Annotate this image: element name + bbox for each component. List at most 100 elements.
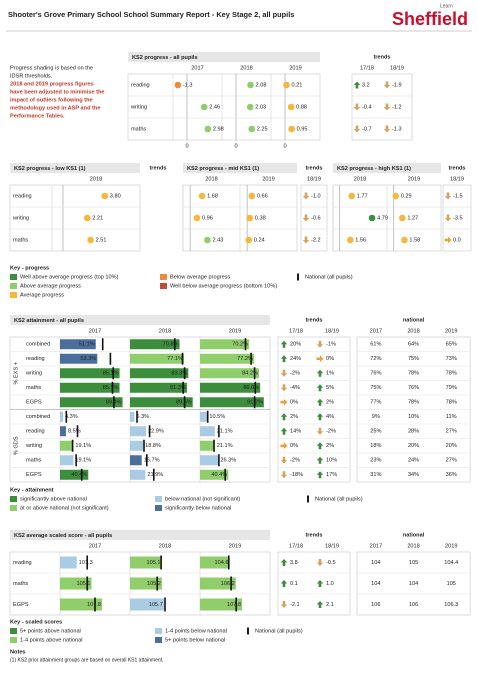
- bar: [200, 368, 259, 379]
- bar-label: 4.3%: [65, 414, 78, 420]
- national-value: 20%: [446, 443, 457, 449]
- progress-dot: [248, 125, 256, 133]
- trend-arrow: [444, 214, 452, 222]
- bar: [200, 353, 255, 364]
- bar-label: 18.8%: [145, 443, 161, 449]
- trend-column: 18/19: [450, 176, 464, 182]
- panel-title: KS2 progress - all pupils: [132, 55, 198, 61]
- key-swatch: [160, 274, 167, 280]
- trend-value: -18%: [290, 472, 303, 478]
- key-label: National (all pupils): [305, 274, 353, 280]
- bar-label: 84.2%: [242, 371, 258, 377]
- bar-label: 77.2%: [237, 356, 253, 362]
- trend-value: 0%: [290, 400, 298, 406]
- national-value: 104.4: [444, 560, 458, 566]
- value-label: 3.80: [110, 193, 121, 199]
- trend-arrow: [280, 427, 288, 435]
- trend-column: 18/19: [307, 176, 321, 182]
- group-label: % EXS +: [13, 362, 19, 385]
- trend-value: 17%: [326, 472, 337, 478]
- national-value: 9%: [372, 414, 380, 420]
- trend-value: -4%: [290, 385, 300, 391]
- trend-value: 0.0: [453, 237, 461, 243]
- trend-value: 4%: [326, 414, 334, 420]
- bar: [60, 455, 74, 466]
- key-swatch: [10, 292, 17, 298]
- panel-title-bar: [10, 163, 140, 173]
- year-label: 2019: [229, 328, 241, 334]
- value-label: -1.3: [183, 82, 193, 88]
- key-label: 5+ points below national: [165, 637, 225, 643]
- progress-dot: [84, 214, 91, 222]
- key-swatch: [10, 496, 17, 502]
- national-value: 11%: [446, 414, 457, 420]
- trend-arrow: [280, 580, 288, 587]
- trend-arrow: [316, 442, 324, 450]
- progress-dot: [346, 236, 354, 244]
- national-year: 2019: [445, 328, 457, 334]
- subject-label: maths: [26, 458, 41, 464]
- panel-title-bar: [10, 315, 270, 325]
- trend-value: 2%: [326, 400, 334, 406]
- x-tick-label: 0: [234, 143, 237, 149]
- trend-column: 17/18: [289, 328, 303, 334]
- panel-frame: [300, 184, 328, 252]
- national-value: 79%: [446, 385, 457, 391]
- national-value: 31%: [370, 472, 381, 478]
- value-label: 1.27: [407, 215, 418, 221]
- bar-label: 106.2: [221, 581, 235, 587]
- bar: [130, 397, 193, 408]
- national-value: 106: [409, 602, 418, 608]
- key-label: Well above average progress (top 10%): [20, 274, 119, 280]
- key-swatch: [307, 495, 309, 503]
- value-label: 0.88: [296, 104, 307, 110]
- subject-label: writing: [130, 104, 147, 110]
- trend-value: -3.5: [453, 215, 463, 221]
- bar-label: 16.7%: [144, 458, 160, 464]
- note-line-red: have been adjusted to minimise the: [10, 89, 105, 95]
- national-value: 76%: [370, 371, 381, 377]
- x-tick-label: 0: [185, 143, 188, 149]
- bar: [200, 598, 242, 611]
- group-label: % GDS: [13, 436, 19, 455]
- subject-label: reading: [13, 193, 32, 199]
- trend-arrow: [316, 413, 324, 421]
- trend-column: 18/19: [390, 65, 404, 71]
- trend-arrow: [280, 413, 288, 421]
- panel-frame: [351, 73, 413, 141]
- panel-title: KS2 progress - mid KS1 (1): [187, 166, 259, 172]
- trend-value: 0.1: [290, 581, 298, 587]
- bar: [130, 411, 135, 422]
- progress-dot: [204, 125, 212, 133]
- trend-arrow: [302, 236, 310, 244]
- value-label: 0.21: [291, 82, 302, 88]
- trends-title: trends: [373, 54, 390, 60]
- bar-label: 70.8%: [163, 342, 179, 348]
- panel-title-bar: [333, 163, 441, 173]
- key-label: National (all pupils): [315, 496, 363, 502]
- trend-arrow: [316, 355, 324, 362]
- bar: [200, 440, 215, 451]
- key-label: Well below average progress (bottom 10%): [170, 283, 277, 289]
- progress-dot: [174, 81, 182, 89]
- report-title: Shooter's Grove Primary School School Su…: [8, 10, 294, 19]
- national-value: 27%: [446, 458, 457, 464]
- national-value: 104: [371, 581, 380, 587]
- trend-column: 18/19: [325, 543, 339, 549]
- national-value: 75%: [408, 356, 419, 362]
- trend-arrow: [353, 103, 361, 111]
- bar: [60, 382, 120, 393]
- key-label: significantly above national: [20, 496, 87, 502]
- bar: [130, 577, 162, 590]
- progress-dot: [348, 192, 355, 200]
- national-year: 2018: [407, 543, 419, 549]
- key-swatch: [155, 496, 162, 502]
- trend-arrow: [280, 340, 288, 348]
- logo: Sheffield: [392, 9, 468, 29]
- trend-column: 17/18: [360, 65, 374, 71]
- trend-value: -0.4: [362, 104, 372, 110]
- value-label: 2.98: [213, 126, 224, 132]
- trend-value: 2%: [326, 443, 334, 449]
